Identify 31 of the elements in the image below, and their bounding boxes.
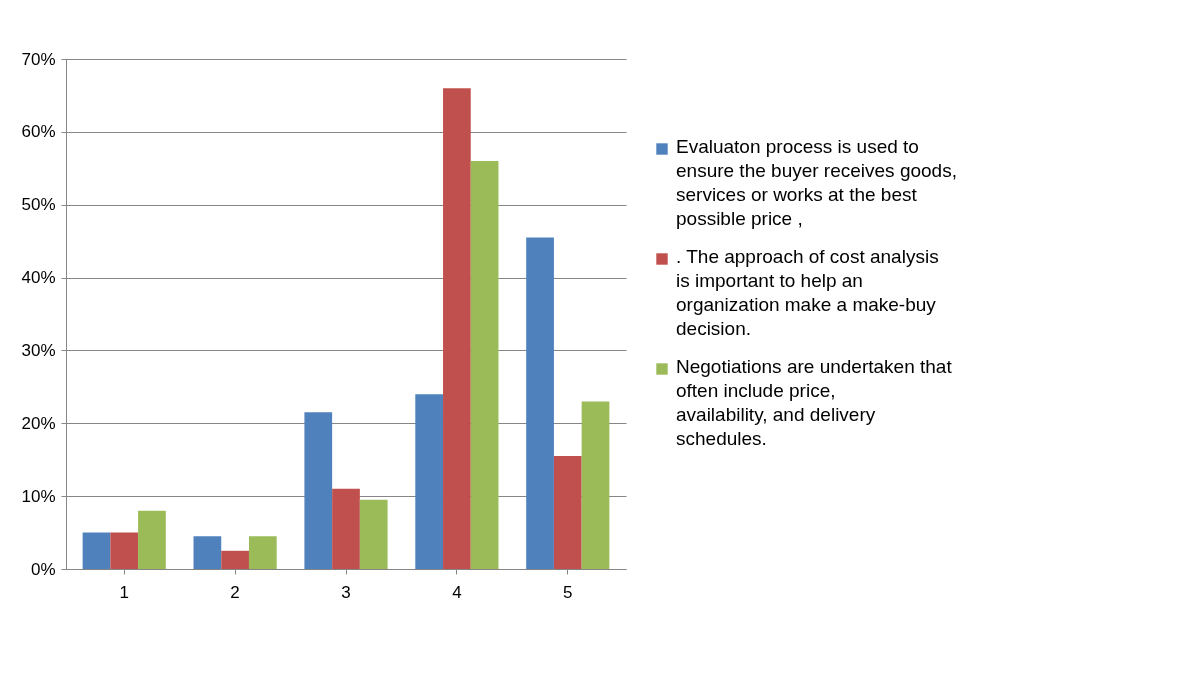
- bar: [470, 161, 499, 569]
- legend-label: . The approach of cost analysis is important to help an organization make a make-buy decision.: [676, 246, 939, 339]
- bar: [553, 456, 582, 569]
- y-tick-label: 70%: [21, 49, 56, 69]
- y-tick-label: 30%: [21, 340, 56, 360]
- bar: [304, 412, 333, 569]
- legend-label: Evaluaton process is used to ensure the buyer receives goods, services or works at the best possible price ,: [676, 136, 957, 229]
- bar: [221, 550, 249, 569]
- bar: [581, 401, 610, 569]
- y-tick-label: 40%: [21, 268, 56, 288]
- bar: [248, 536, 277, 569]
- bar: [82, 532, 111, 569]
- bar: [443, 88, 471, 569]
- bar: [415, 394, 444, 569]
- bar: [526, 237, 554, 569]
- legend-label: Negotiations are undertaken that often include price, availability, and delivery schedules.: [676, 356, 953, 449]
- x-tick-label: 4: [452, 582, 462, 602]
- bar: [332, 488, 360, 569]
- bar: [110, 532, 139, 569]
- bar: [193, 536, 222, 569]
- y-tick-label: 50%: [21, 195, 56, 215]
- y-tick-label: 10%: [21, 486, 56, 506]
- x-tick-label: 1: [119, 582, 129, 602]
- bar: [138, 510, 166, 569]
- x-tick-label: 5: [563, 582, 573, 602]
- bar: [359, 499, 388, 569]
- y-tick-label: 0%: [30, 559, 56, 579]
- x-tick-label: 3: [341, 582, 351, 602]
- x-tick-label: 2: [230, 582, 240, 602]
- y-tick-label: 60%: [21, 122, 56, 142]
- y-tick-label: 20%: [21, 413, 56, 433]
